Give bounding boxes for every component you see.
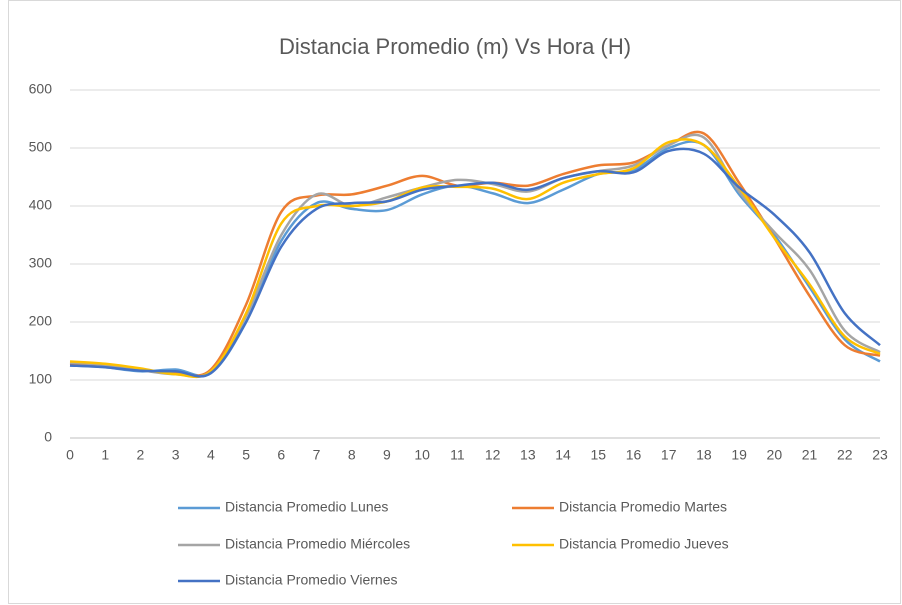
y-tick-label: 200	[29, 313, 53, 329]
legend-label: Distancia Promedio Martes	[559, 499, 727, 515]
x-tick-label: 10	[414, 447, 430, 463]
x-tick-label: 3	[172, 447, 180, 463]
x-tick-label: 11	[450, 447, 465, 463]
y-tick-label: 0	[44, 429, 52, 445]
y-tick-label: 600	[29, 81, 53, 97]
x-tick-label: 5	[242, 447, 250, 463]
x-tick-label: 8	[348, 447, 356, 463]
chart-title: Distancia Promedio (m) Vs Hora (H)	[279, 34, 631, 59]
x-tick-label: 21	[802, 447, 818, 463]
x-tick-label: 16	[626, 447, 642, 463]
y-tick-label: 100	[29, 371, 53, 387]
x-tick-label: 17	[661, 447, 677, 463]
chart-border	[8, 0, 901, 604]
x-tick-label: 1	[101, 447, 109, 463]
x-tick-label: 9	[383, 447, 391, 463]
y-tick-label: 400	[29, 197, 53, 213]
x-tick-label: 4	[207, 447, 215, 463]
legend-label: Distancia Promedio Lunes	[225, 499, 388, 515]
x-tick-label: 18	[696, 447, 712, 463]
series-line	[69, 147, 881, 378]
legend-label: Distancia Promedio Jueves	[559, 536, 729, 552]
x-tick-label: 20	[767, 447, 783, 463]
x-tick-label: 15	[590, 447, 606, 463]
y-tick-label: 500	[29, 139, 53, 155]
x-tick-label: 7	[313, 447, 321, 463]
x-tick-label: 13	[520, 447, 536, 463]
x-tick-label: 22	[837, 447, 853, 463]
legend-label: Distancia Promedio Miércoles	[225, 536, 410, 552]
x-tick-label: 23	[872, 447, 888, 463]
x-tick-label: 19	[731, 447, 747, 463]
x-tick-label: 2	[137, 447, 145, 463]
x-tick-label: 6	[277, 447, 285, 463]
x-tick-label: 0	[66, 447, 74, 463]
x-tick-label: 14	[555, 447, 571, 463]
y-tick-label: 300	[29, 255, 53, 271]
x-tick-label: 12	[485, 447, 501, 463]
legend-label: Distancia Promedio Viernes	[225, 572, 398, 588]
